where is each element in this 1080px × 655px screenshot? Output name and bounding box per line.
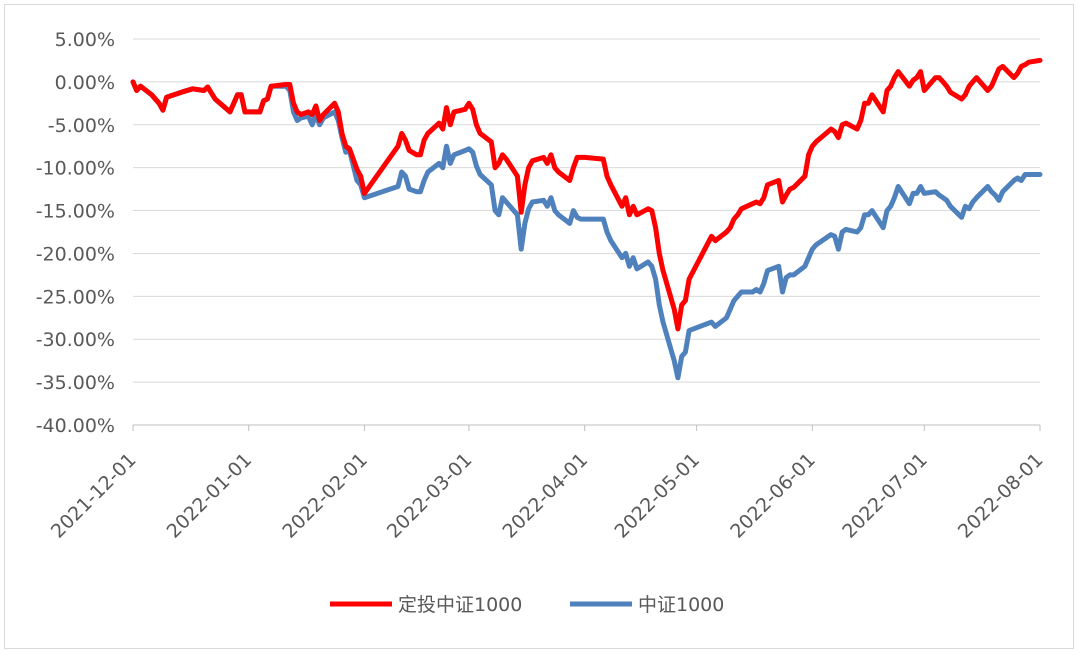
x-tick-label: 2021-12-01 [47,449,141,543]
x-tick-label: 2022-05-01 [611,449,705,543]
x-tick-label: 2022-01-01 [163,449,257,543]
chart-frame [4,4,1074,649]
y-tick-label: -40.00% [36,415,115,437]
y-tick-label: -15.00% [36,201,115,223]
axes [132,424,1041,431]
x-axis-tick-labels: 2021-12-01 2022-01-01 2022-02-01 2022-03-01… [47,449,1048,543]
series-line-index [130,79,1043,381]
legend: 定投中证1000 中证1000 [330,594,724,616]
y-tick-label: -35.00% [36,372,115,394]
x-tick-label: 2022-07-01 [838,449,932,543]
x-tick-label: 2022-04-01 [499,449,593,543]
x-tick-label: 2022-08-01 [954,449,1048,543]
y-axis-tick-labels: 5.00% 0.00% -5.00% -10.00% -15.00% -20.00% -25… [36,29,115,437]
y-tick-label: -30.00% [36,329,115,351]
x-tick-label: 2022-06-01 [726,449,820,543]
x-tick-label: 2022-02-01 [278,449,372,543]
series-line-dingtou [130,57,1043,332]
legend-label: 定投中证1000 [398,594,522,616]
x-tick-label: 2022-03-01 [383,449,477,543]
y-tick-label: 0.00% [55,72,115,94]
y-tick-label: -10.00% [36,158,115,180]
legend-label: 中证1000 [638,594,724,616]
y-tick-label: 5.00% [55,29,115,51]
y-tick-label: -25.00% [36,286,115,308]
y-tick-label: -20.00% [36,243,115,265]
series-lines [130,57,1043,381]
y-tick-label: -5.00% [48,115,115,137]
